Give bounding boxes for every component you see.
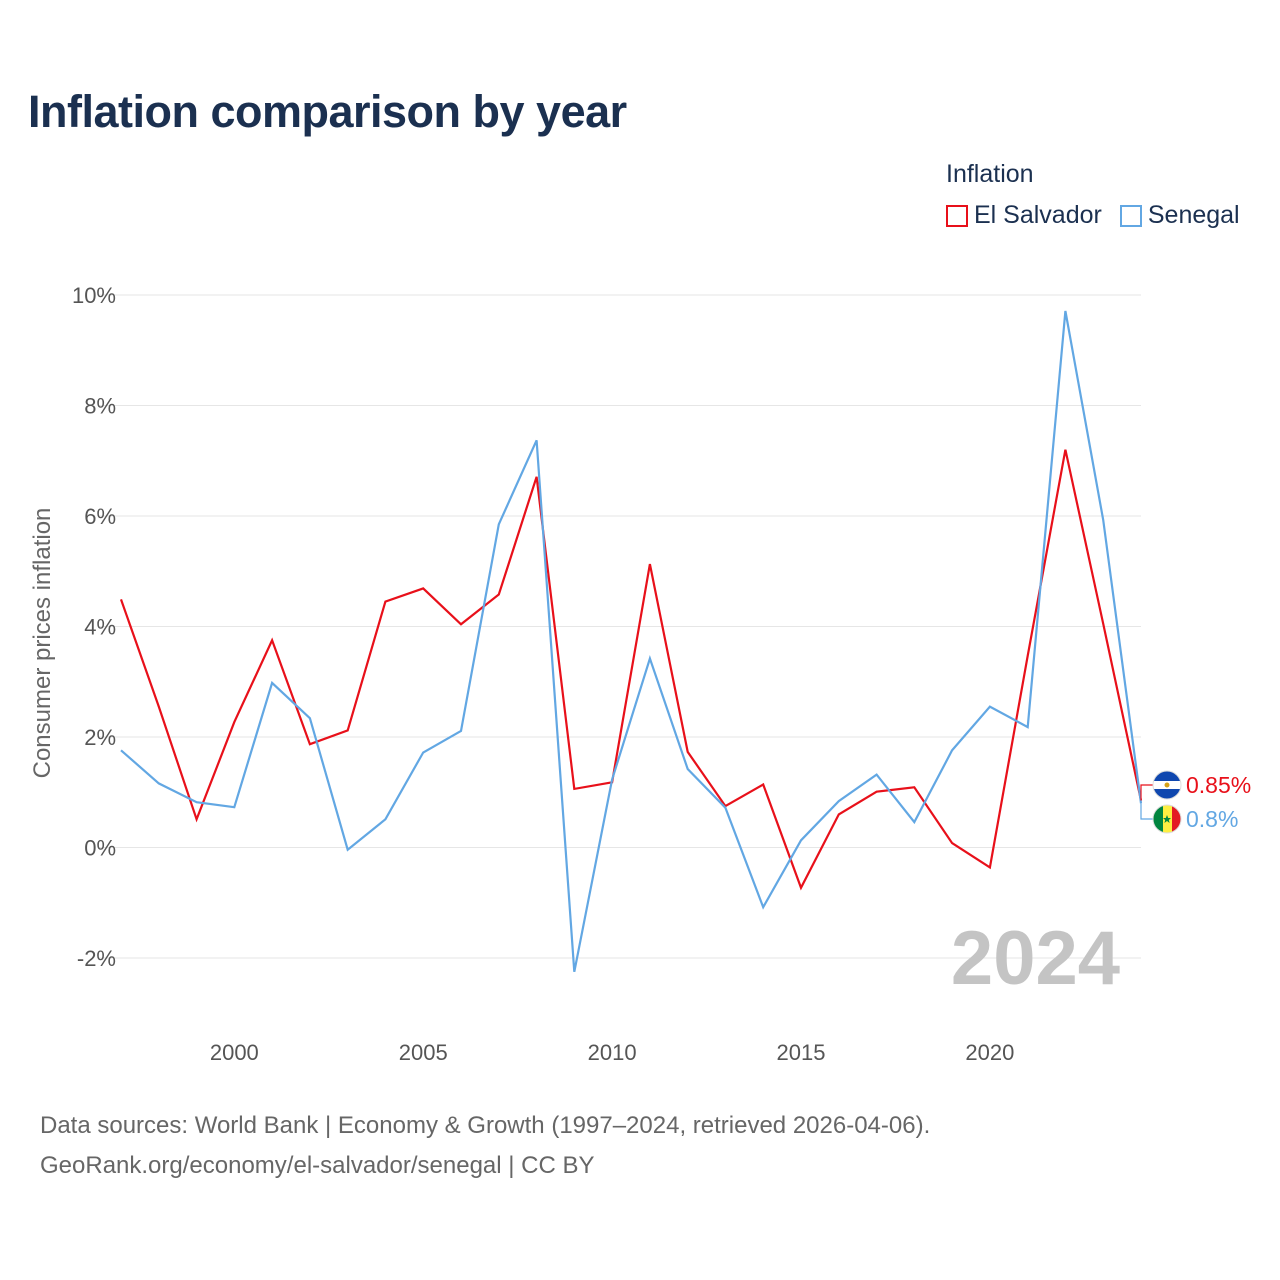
year-watermark: 2024 <box>951 916 1120 1001</box>
series-lines <box>119 310 1143 973</box>
end-value-label: 0.85% <box>1186 772 1251 798</box>
legend-swatch-senegal <box>1119 204 1142 227</box>
y-tick-label: 6% <box>84 504 116 529</box>
x-axis-ticks: 2000 2005 2010 2015 2020 <box>210 1040 1015 1065</box>
y-tick-label: 8% <box>84 394 116 419</box>
footer: Data sources: World Bank | Economy & Gro… <box>40 1106 930 1186</box>
y-axis-label: Consumer prices inflation <box>29 508 56 779</box>
legend-item-senegal[interactable]: Senegal <box>1119 201 1240 230</box>
series-line-senegal[interactable] <box>120 310 1143 973</box>
y-tick-label: 10% <box>72 283 116 308</box>
legend-label-el-salvador: El Salvador <box>974 201 1102 229</box>
y-axis-ticks: 10% 8% 6% 4% 2% 0% -2% <box>72 283 116 971</box>
chart-title: Inflation comparison by year <box>28 86 627 137</box>
x-tick-label: 2015 <box>777 1040 826 1065</box>
end-connector <box>1140 803 1153 820</box>
x-tick-label: 2005 <box>399 1040 448 1065</box>
legend-label-senegal: Senegal <box>1147 201 1240 229</box>
end-markers: 0.85% 0.8% <box>1140 770 1251 834</box>
y-tick-label: -2% <box>77 946 116 971</box>
source-note: Data sources: World Bank | Economy & Gro… <box>40 1112 931 1139</box>
x-tick-label: 2020 <box>965 1040 1014 1065</box>
legend: Inflation El Salvador Senegal <box>946 160 1240 230</box>
series-line-el-salvador[interactable] <box>119 449 1143 891</box>
y-tick-label: 2% <box>84 725 116 750</box>
legend-swatch-el-salvador <box>946 204 968 227</box>
x-tick-label: 2000 <box>210 1040 259 1065</box>
y-tick-label: 4% <box>84 615 116 640</box>
el-salvador-flag-icon <box>1152 770 1182 800</box>
source-link[interactable]: GeoRank.org/economy/el-salvador/senegal … <box>40 1152 595 1179</box>
end-connector <box>1140 784 1153 801</box>
y-tick-label: 0% <box>84 836 116 861</box>
grid-lines <box>98 294 1141 959</box>
x-tick-label: 2010 <box>588 1040 637 1065</box>
senegal-flag-icon <box>1152 804 1182 834</box>
end-value-label: 0.8% <box>1186 806 1238 832</box>
legend-title: Inflation <box>946 160 1034 188</box>
legend-item-el-salvador[interactable]: El Salvador <box>946 201 1102 230</box>
